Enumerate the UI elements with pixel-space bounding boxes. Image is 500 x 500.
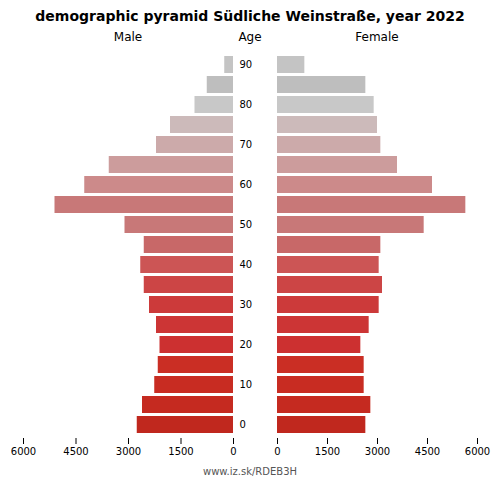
html-text:www.iz.sk/RDEB3H: www.iz.sk/RDEB3H	[203, 466, 297, 477]
html-text:Male: Male	[113, 30, 143, 44]
svg-text:0: 0	[274, 446, 280, 457]
svg-text:1500: 1500	[168, 446, 193, 457]
svg-text:80: 80	[240, 99, 253, 110]
svg-text:0: 0	[240, 419, 246, 430]
svg-text:4500: 4500	[63, 446, 88, 457]
svg-text:0: 0	[230, 446, 236, 457]
html-text:Female: Female	[355, 30, 399, 44]
svg-text:90: 90	[240, 59, 253, 70]
svg-text:10: 10	[240, 379, 253, 390]
svg-text:60: 60	[240, 179, 253, 190]
html-text:demographic pyramid Südliche W: demographic pyramid Südliche Weinstraße,…	[35, 8, 465, 24]
svg-text:3000: 3000	[116, 446, 141, 457]
svg-text:20: 20	[240, 339, 253, 350]
svg-text:3000: 3000	[365, 446, 390, 457]
svg-text:6000: 6000	[465, 446, 490, 457]
html-text:Age: Age	[238, 30, 262, 44]
svg-text:50: 50	[240, 219, 253, 230]
svg-text:6000: 6000	[11, 446, 36, 457]
svg-text:70: 70	[240, 139, 253, 150]
svg-text:40: 40	[240, 259, 253, 270]
svg-text:30: 30	[240, 299, 253, 310]
svg-text:1500: 1500	[315, 446, 340, 457]
svg-text:4500: 4500	[415, 446, 440, 457]
